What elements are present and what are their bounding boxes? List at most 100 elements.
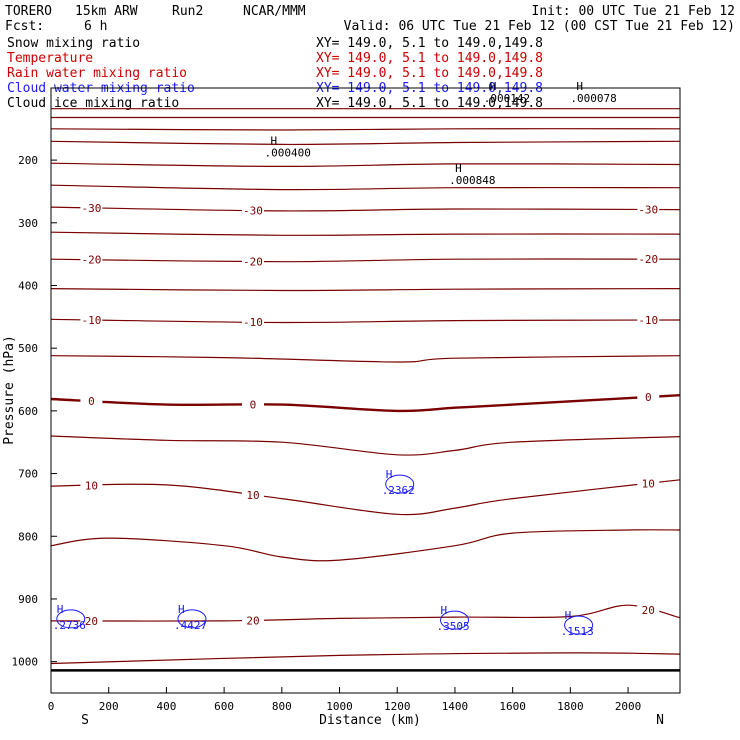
cloud-water-max-value: .2362 bbox=[382, 484, 415, 497]
x-tick-label: 400 bbox=[156, 700, 176, 713]
contour-label-bg bbox=[80, 313, 103, 325]
snow-max-marker: H bbox=[271, 135, 278, 148]
contour-label: -30 bbox=[638, 204, 658, 217]
contour-label-bg bbox=[637, 604, 660, 616]
field-name: Snow mixing ratio bbox=[7, 36, 140, 51]
snow-max-value: .000142 bbox=[484, 92, 530, 105]
contour-label: -30 bbox=[243, 204, 263, 217]
cloud-water-max-marker: H bbox=[178, 603, 185, 616]
y-tick-label: 200 bbox=[18, 154, 38, 167]
snow-max-value: .000078 bbox=[570, 92, 616, 105]
field-xy-range: XY= 149.0, 5.1 to 149.0,149.8 bbox=[316, 66, 543, 81]
cloud-water-contour bbox=[385, 474, 415, 494]
temperature-contour bbox=[50, 288, 681, 292]
contour-label: -20 bbox=[81, 254, 101, 267]
fcst-value: 6 h bbox=[84, 19, 107, 34]
x-tick-label: 600 bbox=[214, 700, 234, 713]
contour-label-bg bbox=[637, 253, 660, 265]
temperature-contour bbox=[50, 479, 681, 516]
snow-max-value: .000848 bbox=[449, 174, 495, 187]
temperature-contour bbox=[50, 258, 681, 263]
contour-label: -10 bbox=[638, 314, 658, 327]
snow-max-marker: H bbox=[455, 162, 462, 175]
cloud-water-contour bbox=[564, 615, 594, 635]
x-tick-label: 800 bbox=[272, 700, 292, 713]
contour-label-bg bbox=[80, 479, 103, 491]
y-tick-label: 900 bbox=[18, 593, 38, 606]
y-axis-title: Pressure (hPa) bbox=[2, 335, 17, 445]
x-tick-label: 200 bbox=[99, 700, 119, 713]
contour-label-bg bbox=[241, 204, 264, 216]
contour-label: -30 bbox=[81, 202, 101, 215]
cloud-water-max-value: .3505 bbox=[437, 620, 470, 633]
y-tick-label: 700 bbox=[18, 468, 38, 481]
temperature-contour bbox=[50, 318, 681, 324]
temperature-contour bbox=[50, 128, 681, 131]
contour-label-bg bbox=[241, 398, 264, 410]
contour-label-bg bbox=[637, 203, 660, 215]
y-tick-label: 1000 bbox=[12, 656, 39, 669]
cloud-water-max-marker: H bbox=[441, 604, 448, 617]
x-tick-label: 0 bbox=[48, 700, 55, 713]
y-tick-label: 400 bbox=[18, 279, 38, 292]
contour-label: 0 bbox=[645, 391, 652, 404]
contour-label-bg bbox=[637, 314, 660, 326]
snow-max-marker: H bbox=[490, 80, 497, 93]
field-legend: Snow mixing ratio XY= 149.0, 5.1 to 149.0… bbox=[7, 36, 543, 111]
y-tick-label: 500 bbox=[18, 342, 38, 355]
contour-label-bg bbox=[241, 489, 264, 501]
model-label: TORERO bbox=[5, 4, 52, 19]
contour-label-bg bbox=[241, 316, 264, 328]
cloud-water-contour bbox=[177, 609, 207, 629]
contour-label: -20 bbox=[638, 253, 658, 266]
contour-label-bg bbox=[241, 255, 264, 267]
temperature-contour bbox=[50, 604, 681, 622]
x-axis-title: Distance (km) bbox=[319, 713, 421, 728]
contour-label: 0 bbox=[250, 399, 257, 412]
run-label: Run2 bbox=[172, 4, 203, 19]
cloud-water-max-marker: H bbox=[386, 468, 393, 481]
contour-label: 10 bbox=[85, 480, 98, 493]
contour-label: -20 bbox=[243, 255, 263, 268]
contour-label-bg bbox=[80, 201, 103, 213]
cloud-water-max-value: .2736 bbox=[53, 619, 86, 632]
y-tick-label: 800 bbox=[18, 530, 38, 543]
field-xy-range: XY= 149.0, 5.1 to 149.0,149.8 bbox=[316, 51, 543, 66]
contour-label: 10 bbox=[246, 489, 259, 502]
temperature-contour bbox=[50, 162, 681, 168]
contour-label-bg bbox=[637, 477, 660, 489]
field-name: Cloud ice mixing ratio bbox=[7, 96, 179, 111]
snow-max-marker: H bbox=[576, 80, 583, 93]
contour-label-bg bbox=[80, 614, 103, 626]
x-tick-label: 2000 bbox=[615, 700, 642, 713]
cloud-water-contour bbox=[56, 609, 86, 629]
init-time: Init: 00 UTC Tue 21 Feb 12 bbox=[532, 4, 736, 19]
contour-label-bg bbox=[637, 390, 660, 402]
contour-label-bg bbox=[241, 614, 264, 626]
contour-label: -10 bbox=[243, 316, 263, 329]
contour-label: -10 bbox=[81, 314, 101, 327]
snow-max-value: .000400 bbox=[265, 147, 311, 160]
cloud-water-contour bbox=[440, 610, 470, 630]
contour-label-bg bbox=[80, 394, 103, 406]
field-xy-range: XY= 149.0, 5.1 to 149.0,149.8 bbox=[316, 96, 543, 111]
x-tick-label: 1200 bbox=[384, 700, 411, 713]
temperature-contour bbox=[50, 529, 681, 562]
y-tick-label: 300 bbox=[18, 217, 38, 230]
center-label: NCAR/MMM bbox=[243, 4, 306, 19]
cloud-water-max-marker: H bbox=[565, 609, 572, 622]
x-tick-label: 1600 bbox=[499, 700, 526, 713]
temperature-contour bbox=[50, 206, 681, 212]
temperature-contour bbox=[50, 231, 681, 236]
x-tick-label: 1000 bbox=[326, 700, 353, 713]
contour-label: 20 bbox=[642, 604, 655, 617]
plot-frame bbox=[50, 87, 681, 694]
x-tick-label: 1400 bbox=[442, 700, 469, 713]
contour-label: 20 bbox=[85, 615, 98, 628]
cloud-water-max-value: .1513 bbox=[561, 625, 594, 638]
cloud-water-max-marker: H bbox=[57, 603, 64, 616]
temperature-contour bbox=[50, 184, 681, 191]
y-tick-label: 600 bbox=[18, 405, 38, 418]
